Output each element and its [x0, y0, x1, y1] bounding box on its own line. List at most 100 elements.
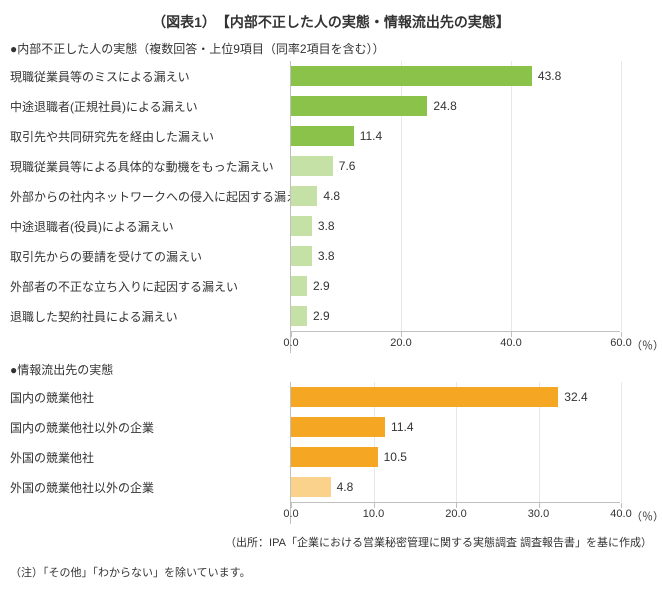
gridline [621, 442, 622, 472]
bar-area: 4.8 [290, 181, 620, 211]
gridline [401, 211, 402, 241]
bar-value: 11.4 [385, 417, 413, 437]
bar [291, 276, 307, 296]
gridline [539, 442, 540, 472]
bar-area: 4.8 [290, 472, 620, 502]
axis-unit: （％） [631, 508, 662, 524]
bar-value: 11.4 [354, 126, 382, 146]
axis-spacer [10, 502, 290, 524]
bar [291, 477, 331, 497]
bar [291, 246, 312, 266]
bar-value: 2.9 [307, 306, 330, 326]
x-axis: 0.010.020.030.040.0（％） [10, 502, 652, 524]
section-title-2: ●情報流出先の実態 [10, 361, 652, 378]
gridline [456, 442, 457, 472]
bar-area: 24.8 [290, 91, 620, 121]
axis-tick-label: 10.0 [363, 508, 384, 520]
bar-row: 現職従業員等のミスによる漏えい 43.8 [10, 61, 652, 91]
gridline [374, 472, 375, 502]
axis-area: 0.020.040.060.0（％） [290, 331, 620, 353]
bar [291, 447, 378, 467]
bar-row: 取引先からの要請を受けての漏えい3.8 [10, 241, 652, 271]
bar [291, 417, 385, 437]
gridline [539, 472, 540, 502]
section-title-1: ●内部不正した人の実態（複数回答・上位9項目（同率2項目を含む）） [10, 40, 652, 57]
bar-area: 2.9 [290, 301, 620, 331]
bar [291, 387, 558, 407]
bar-chart-1: 現職従業員等のミスによる漏えい 43.8 中途退職者(正規社員)による漏えい 24.8… [10, 61, 652, 353]
bar-label: 中途退職者(正規社員)による漏えい [10, 98, 290, 115]
axis-tick-label: 30.0 [528, 508, 549, 520]
gridline [621, 301, 622, 331]
bar-row: 国内の競業他社 32.4 [10, 382, 652, 412]
bar-label: 現職従業員等のミスによる漏えい [10, 68, 290, 85]
bar-label: 外国の競業他社以外の企業 [10, 479, 290, 496]
gridline [621, 91, 622, 121]
bar-area: 11.4 [290, 121, 620, 151]
bar-label: 外部者の不正な立ち入りに起因する漏えい [10, 278, 290, 295]
gridline [621, 472, 622, 502]
bar-chart-2: 国内の競業他社32.4国内の競業他社以外の企業11.4外国の競業他社10.5外国… [10, 382, 652, 524]
bar [291, 126, 354, 146]
bar-value: 7.6 [333, 156, 356, 176]
axis-spacer [10, 331, 290, 353]
bar-label: 取引先や共同研究先を経由した漏えい [10, 128, 290, 145]
bar-label: 国内の競業他社以外の企業 [10, 419, 290, 436]
bar [291, 216, 312, 236]
gridline [511, 211, 512, 241]
bar [291, 186, 317, 206]
bar-value: 2.9 [307, 276, 330, 296]
gridline [511, 271, 512, 301]
figure-title: （図表1） 【内部不正した人の実態・情報流出先の実態】 [10, 12, 652, 32]
gridline [401, 271, 402, 301]
bar-row: 退職した契約社員による漏えい 2.9 [10, 301, 652, 331]
bar [291, 156, 333, 176]
bar-label: 国内の競業他社 [10, 389, 290, 406]
bar [291, 66, 532, 86]
source-attribution: （出所：IPA「企業における営業秘密管理に関する実態調査 調査報告書」を基に作成… [10, 534, 652, 550]
gridline [539, 412, 540, 442]
bar-row: 国内の競業他社以外の企業 11.4 [10, 412, 652, 442]
bar-label: 退職した契約社員による漏えい [10, 308, 290, 325]
gridline [621, 271, 622, 301]
bar-row: 外国の競業他社以外の企業4.8 [10, 472, 652, 502]
bar-label: 取引先からの要請を受けての漏えい [10, 248, 290, 265]
gridline [401, 301, 402, 331]
gridline [621, 382, 622, 412]
axis-area: 0.010.020.030.040.0（％） [290, 502, 620, 524]
bar-value: 32.4 [558, 387, 587, 407]
bar-row: 外国の競業他社10.5 [10, 442, 652, 472]
bar-area: 32.4 [290, 382, 620, 412]
gridline [511, 241, 512, 271]
bar-area: 3.8 [290, 241, 620, 271]
gridline [511, 301, 512, 331]
bar-label: 中途退職者(役員)による漏えい [10, 218, 290, 235]
axis-unit: （％） [631, 337, 662, 353]
bar-row: 外部からの社内ネットワークへの侵入に起因する漏えい4.8 [10, 181, 652, 211]
bar-area: 7.6 [290, 151, 620, 181]
bar-area: 10.5 [290, 442, 620, 472]
axis-tick-label: 0.0 [283, 337, 298, 349]
bar-value: 43.8 [532, 66, 561, 86]
axis-tick-label: 40.0 [610, 508, 631, 520]
gridline [511, 121, 512, 151]
gridline [511, 151, 512, 181]
gridline [401, 121, 402, 151]
bar-row: 外部者の不正な立ち入りに起因する漏えい 2.9 [10, 271, 652, 301]
bar-area: 3.8 [290, 211, 620, 241]
gridline [621, 412, 622, 442]
gridline [511, 181, 512, 211]
gridline [621, 181, 622, 211]
bar-value: 4.8 [317, 186, 340, 206]
gridline [401, 241, 402, 271]
bar-row: 現職従業員等による具体的な動機をもった漏えい 7.6 [10, 151, 652, 181]
bar-label: 現職従業員等による具体的な動機をもった漏えい [10, 158, 290, 175]
bar-value: 3.8 [312, 216, 335, 236]
gridline [401, 151, 402, 181]
axis-tick-label: 0.0 [283, 508, 298, 520]
bar-value: 24.8 [427, 96, 456, 116]
gridline [621, 61, 622, 91]
gridline [456, 412, 457, 442]
bar-area: 11.4 [290, 412, 620, 442]
gridline [621, 121, 622, 151]
